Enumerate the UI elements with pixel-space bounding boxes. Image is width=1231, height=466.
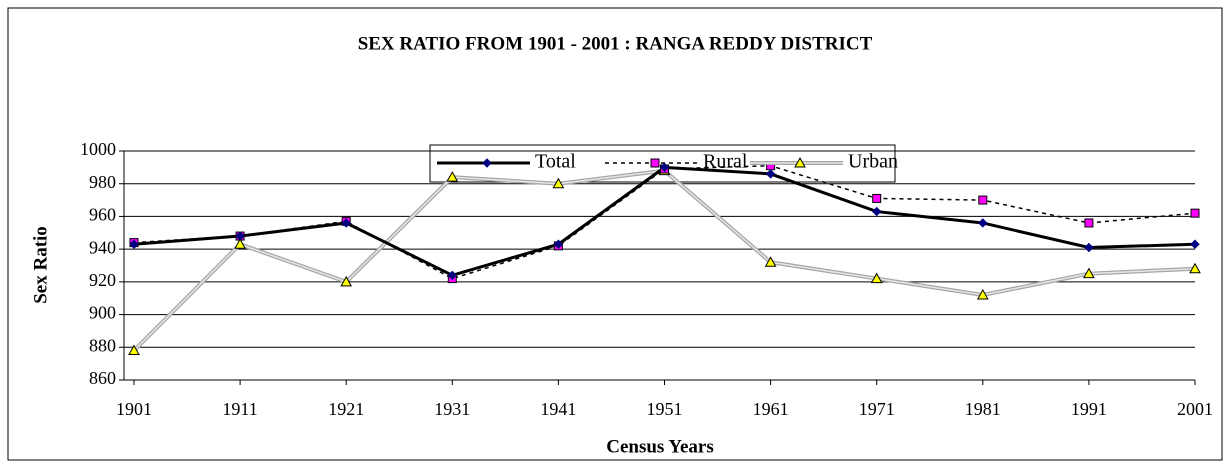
x-tick-label: 1961 [753,399,789,419]
marker [234,238,246,249]
marker [764,256,777,267]
x-tick-label: 1951 [647,399,683,419]
marker [978,218,988,228]
marker [128,344,140,356]
marker [659,162,670,173]
chart-border [7,7,1223,461]
marker [871,206,882,217]
marker [235,231,245,241]
marker [1084,242,1094,253]
marker [340,275,353,287]
marker [129,239,139,249]
x-tick-label: 1981 [965,399,1001,419]
x-tick-label: 1971 [859,399,895,419]
marker [1190,239,1200,249]
marker [1189,262,1201,274]
marker [341,218,351,228]
marker [794,156,806,168]
y-tick-label: 920 [89,270,116,290]
x-tick-label: 1941 [540,399,576,419]
marker [765,169,776,179]
marker [978,195,988,205]
x-tick-label: 1911 [222,399,257,419]
marker [1084,218,1094,228]
legend-label: Rural [703,151,748,173]
marker [553,239,564,249]
x-axis-title: Census Years [606,436,714,457]
marker [1083,267,1095,279]
y-tick-label: 880 [89,335,116,355]
marker [976,288,989,300]
legend-label: Total [535,151,576,173]
y-tick-label: 900 [89,303,116,323]
marker [872,193,882,203]
y-tick-label: 1000 [80,139,116,159]
legend-label: Urban [848,151,898,173]
y-tick-label: 960 [89,205,116,225]
y-axis-title: Sex Ratio [30,226,51,304]
marker [552,177,565,189]
marker [870,272,883,284]
marker [447,270,458,281]
marker [1190,208,1200,218]
y-tick-label: 860 [89,368,116,388]
x-tick-label: 1931 [434,399,470,419]
marker [482,158,492,168]
x-tick-label: 2001 [1177,399,1213,419]
y-tick-label: 980 [89,172,116,192]
marker [650,158,660,168]
x-tick-label: 1921 [328,399,364,419]
y-tick-label: 940 [89,237,116,257]
chart-title: SEX RATIO FROM 1901 - 2001 : RANGA REDDY… [358,33,873,54]
x-tick-label: 1901 [116,399,152,419]
marker [446,171,459,182]
x-tick-label: 1991 [1071,399,1107,419]
